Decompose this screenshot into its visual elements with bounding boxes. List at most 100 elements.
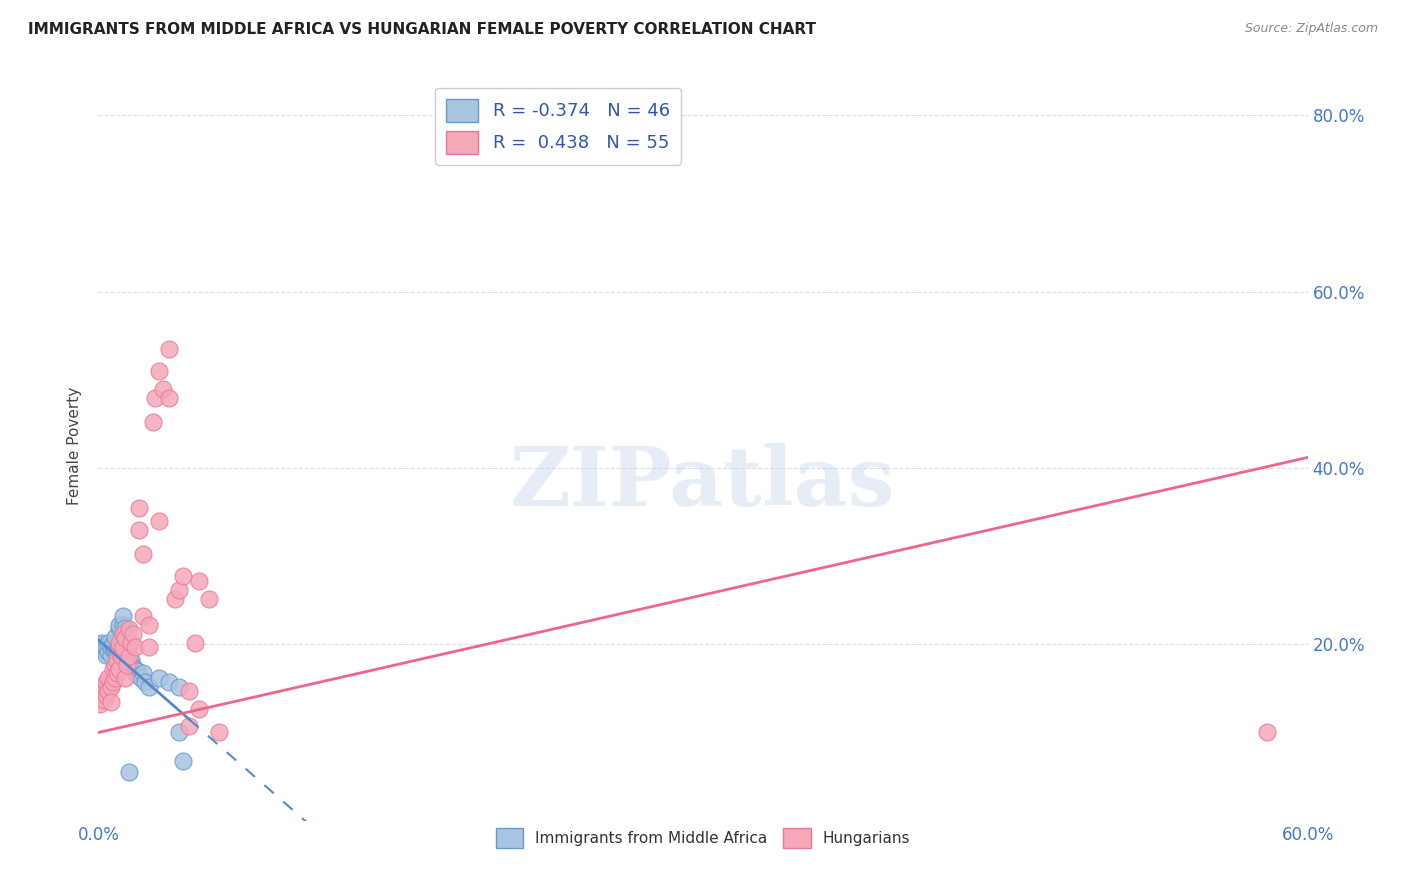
Point (188, 574, 211, 588)
Point (91, 639, 114, 653)
Point (128, 669, 150, 683)
Point (100, 648, 122, 662)
Point (188, 701, 211, 715)
Point (105, 653, 128, 667)
Point (97, 635, 120, 649)
Point (91, 635, 114, 649)
Point (172, 569, 194, 583)
Point (107, 640, 129, 654)
Point (142, 415, 165, 429)
Point (93, 640, 115, 654)
Point (93, 644, 115, 658)
Point (129, 671, 152, 685)
Point (107, 635, 129, 649)
Text: IMMIGRANTS FROM MIDDLE AFRICA VS HUNGARIAN FEMALE POVERTY CORRELATION CHART: IMMIGRANTS FROM MIDDLE AFRICA VS HUNGARI… (28, 22, 815, 37)
Y-axis label: Female Poverty: Female Poverty (67, 387, 83, 505)
Point (107, 622, 129, 636)
Point (1256, 725, 1278, 739)
Point (96, 689, 118, 703)
Point (107, 644, 129, 658)
Text: ZIPatlas: ZIPatlas (510, 443, 896, 524)
Point (107, 662, 129, 676)
Point (148, 364, 170, 378)
Point (120, 653, 142, 667)
Point (103, 630, 125, 644)
Point (114, 671, 136, 685)
Point (111, 618, 134, 632)
Point (167, 680, 190, 694)
Point (179, 719, 201, 733)
Point (128, 500, 150, 515)
Point (93, 693, 115, 707)
Point (103, 671, 125, 685)
Point (132, 548, 155, 562)
Point (105, 642, 128, 657)
Point (172, 754, 194, 768)
Point (138, 640, 160, 654)
Point (114, 644, 136, 658)
Point (118, 648, 141, 663)
Point (124, 640, 146, 654)
Point (118, 623, 141, 637)
Point (128, 523, 150, 537)
Point (114, 622, 136, 636)
Point (96, 648, 118, 662)
Point (167, 725, 190, 739)
Point (179, 684, 201, 698)
Legend: Immigrants from Middle Africa, Hungarians: Immigrants from Middle Africa, Hungarian… (489, 822, 917, 855)
Point (157, 675, 180, 690)
Point (101, 675, 124, 690)
Point (132, 666, 155, 681)
Point (105, 666, 128, 681)
Point (101, 640, 124, 654)
Point (105, 648, 128, 663)
Point (115, 640, 138, 654)
Point (124, 666, 146, 681)
Point (111, 609, 134, 624)
Point (100, 680, 122, 694)
Point (110, 648, 132, 663)
Point (101, 637, 124, 651)
Text: Source: ZipAtlas.com: Source: ZipAtlas.com (1244, 22, 1378, 36)
Point (152, 382, 174, 396)
Point (120, 657, 142, 672)
Point (89, 637, 111, 651)
Point (89, 698, 111, 712)
Point (121, 626, 143, 640)
Point (114, 631, 136, 645)
Point (157, 342, 180, 356)
Point (97, 684, 120, 698)
Point (124, 662, 146, 676)
Point (121, 660, 143, 674)
Point (111, 626, 134, 640)
Point (107, 618, 129, 632)
Point (184, 635, 207, 649)
Point (120, 635, 142, 649)
Point (110, 635, 132, 649)
Point (143, 391, 166, 405)
Point (148, 514, 170, 528)
Point (132, 609, 155, 624)
Point (97, 644, 120, 658)
Point (118, 650, 141, 665)
Point (157, 391, 180, 405)
Point (103, 644, 125, 658)
Point (93, 680, 115, 694)
Point (97, 671, 120, 685)
Point (96, 675, 118, 690)
Point (115, 657, 138, 672)
Point (167, 582, 190, 597)
Point (134, 675, 156, 690)
Point (118, 765, 141, 780)
Point (148, 671, 170, 685)
Point (96, 640, 118, 654)
Point (198, 591, 221, 606)
Point (208, 725, 231, 739)
Point (101, 662, 124, 676)
Point (138, 680, 160, 694)
Point (91, 689, 114, 703)
Point (163, 591, 186, 606)
Point (91, 684, 114, 698)
Point (118, 635, 141, 649)
Point (115, 655, 138, 669)
